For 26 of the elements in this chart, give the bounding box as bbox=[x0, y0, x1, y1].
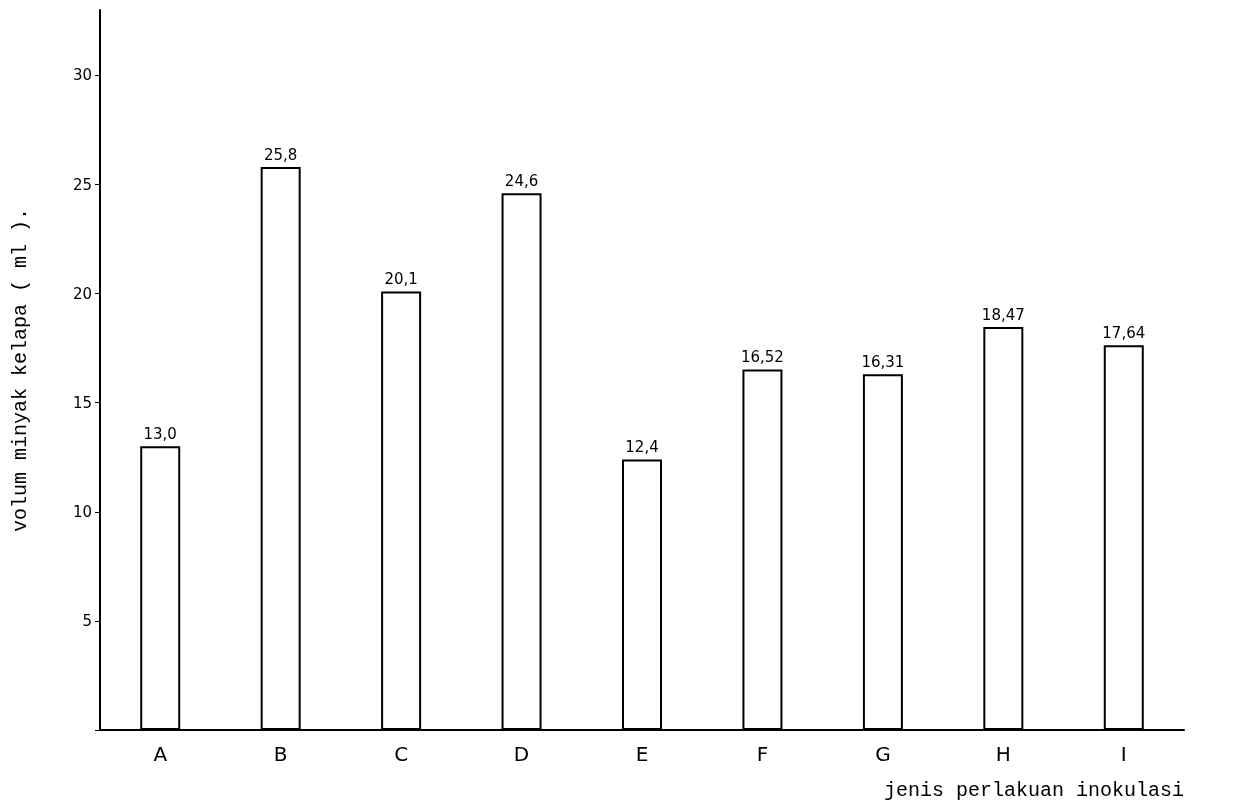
data-label: 17,64 bbox=[1102, 323, 1146, 342]
data-label: 24,6 bbox=[504, 171, 539, 190]
x-tick-label: G bbox=[875, 742, 891, 766]
x-tick-label: D bbox=[513, 742, 530, 766]
y-tick-label: 20 bbox=[72, 284, 92, 303]
y-tick-label: 30 bbox=[72, 66, 92, 85]
x-tick-label: E bbox=[635, 742, 649, 766]
data-label: 12,4 bbox=[625, 437, 659, 456]
x-tick-label: H bbox=[995, 742, 1011, 766]
x-tick-label: A bbox=[153, 742, 168, 766]
data-label: 16,31 bbox=[861, 352, 905, 371]
x-axis-title: jenis perlakuan inokulasi bbox=[883, 778, 1184, 800]
x-tick-label: B bbox=[273, 742, 288, 766]
data-label: 18,47 bbox=[981, 305, 1025, 324]
x-tick-label: I bbox=[1120, 742, 1127, 766]
y-tick-label: 5 bbox=[82, 611, 92, 630]
data-label: 25,8 bbox=[263, 145, 298, 164]
y-tick-label: 25 bbox=[72, 175, 92, 194]
data-label: 13,0 bbox=[143, 424, 177, 443]
x-tick-label: C bbox=[394, 742, 409, 766]
y-tick-label: 15 bbox=[72, 393, 92, 412]
data-label: 16,52 bbox=[740, 348, 784, 367]
x-tick-label: F bbox=[756, 742, 769, 766]
y-axis-title: volum minyak kelapa ( ml ). bbox=[8, 207, 32, 533]
y-tick-label: 10 bbox=[72, 502, 92, 521]
data-label: 20,1 bbox=[384, 269, 418, 288]
